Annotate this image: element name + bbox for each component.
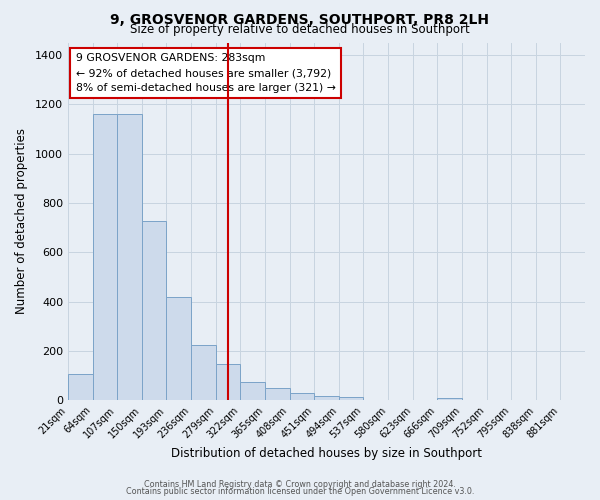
Text: 9 GROSVENOR GARDENS: 283sqm
← 92% of detached houses are smaller (3,792)
8% of s: 9 GROSVENOR GARDENS: 283sqm ← 92% of det… — [76, 53, 335, 93]
Bar — [68, 374, 92, 400]
Bar — [240, 382, 265, 400]
Text: Contains public sector information licensed under the Open Government Licence v3: Contains public sector information licen… — [126, 488, 474, 496]
X-axis label: Distribution of detached houses by size in Southport: Distribution of detached houses by size … — [171, 447, 482, 460]
Bar — [265, 388, 290, 400]
Text: Contains HM Land Registry data © Crown copyright and database right 2024.: Contains HM Land Registry data © Crown c… — [144, 480, 456, 489]
Bar — [339, 397, 364, 400]
Bar — [290, 393, 314, 400]
Bar — [142, 220, 166, 400]
Bar — [437, 398, 462, 400]
Bar — [215, 364, 240, 400]
Bar — [92, 114, 117, 400]
Y-axis label: Number of detached properties: Number of detached properties — [15, 128, 28, 314]
Bar — [314, 396, 339, 400]
Text: Size of property relative to detached houses in Southport: Size of property relative to detached ho… — [130, 22, 470, 36]
Text: 9, GROSVENOR GARDENS, SOUTHPORT, PR8 2LH: 9, GROSVENOR GARDENS, SOUTHPORT, PR8 2LH — [110, 12, 490, 26]
Bar — [117, 114, 142, 400]
Bar — [166, 296, 191, 400]
Bar — [191, 346, 215, 400]
